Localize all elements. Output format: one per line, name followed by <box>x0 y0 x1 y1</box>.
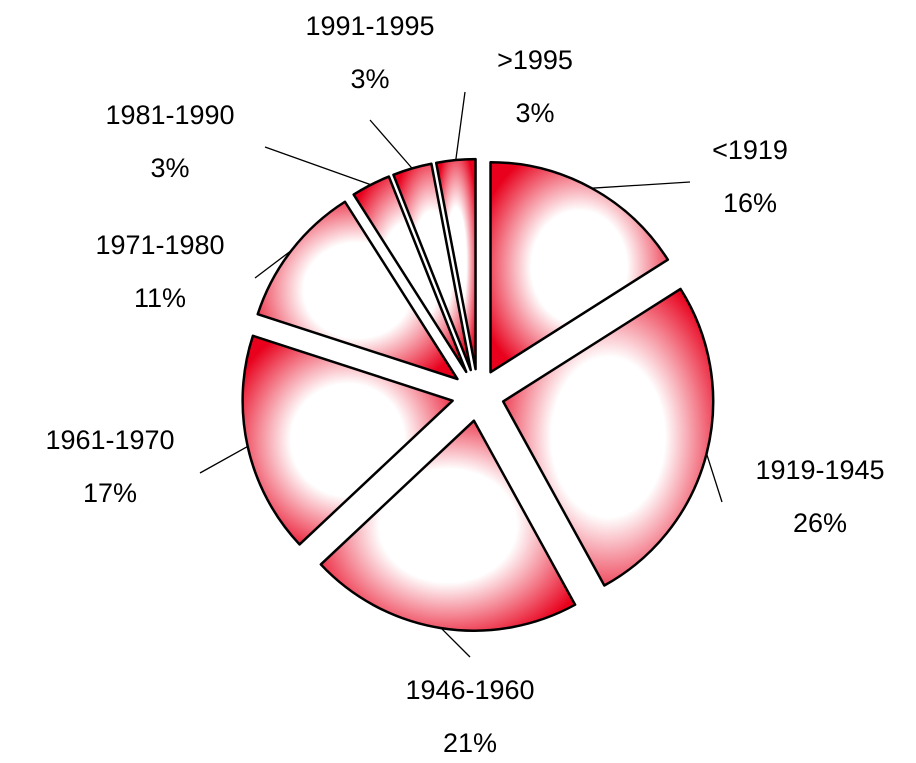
category-label: <1919 <box>712 135 788 165</box>
leader-line <box>369 119 413 169</box>
pie <box>241 157 715 632</box>
leader-line <box>455 91 466 161</box>
pie-slice <box>241 334 454 546</box>
pie-slice <box>256 200 459 381</box>
value-label: 16% <box>723 188 777 218</box>
category-label: 1991-1995 <box>305 11 434 41</box>
category-label: 1971-1980 <box>95 230 224 260</box>
pie-slice <box>352 175 468 374</box>
labels: <1919 16% 1919-1945 26% 1946-1960 21% 1961-197… <box>45 11 884 758</box>
pie-slice <box>501 287 715 587</box>
leader-line <box>591 181 691 189</box>
leader-line <box>705 453 723 503</box>
leader-line <box>199 445 248 474</box>
pie-slice <box>319 419 577 632</box>
category-label: 1961-1970 <box>45 425 174 455</box>
value-label: 17% <box>83 478 137 508</box>
category-label: >1995 <box>497 45 573 75</box>
leader-line <box>254 249 292 279</box>
value-label: 3% <box>515 98 554 128</box>
value-label: 3% <box>150 153 189 183</box>
category-label: 1919-1945 <box>755 455 884 485</box>
value-label: 21% <box>443 728 497 758</box>
value-label: 11% <box>134 283 186 313</box>
leader-line <box>440 627 471 658</box>
leader-line <box>264 146 372 186</box>
category-label: 1946-1960 <box>405 675 534 705</box>
value-label: 26% <box>793 508 847 538</box>
value-label: 3% <box>350 64 389 94</box>
pie-slice <box>489 160 670 374</box>
category-label: 1981-1990 <box>105 100 234 130</box>
